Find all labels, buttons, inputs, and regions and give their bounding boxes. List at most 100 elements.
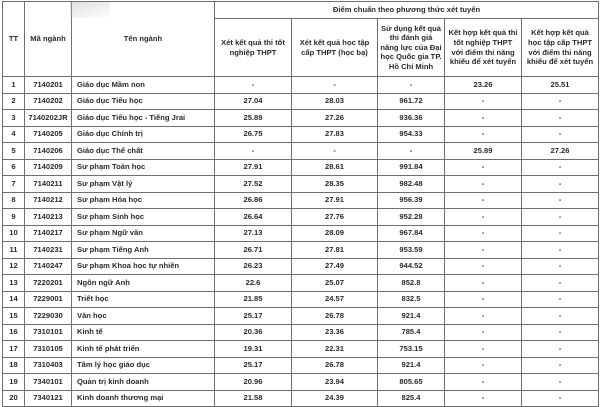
table-row: 4 7140205 Giáo dục Chính trị 26.75 27.83 954.… <box>2 125 600 143</box>
major-name: Giáo dục Tiểu học <box>71 92 215 110</box>
score-method-2: 27.26 <box>291 109 378 127</box>
table-row: 10 7140217 Sư phạm Ngữ văn 27.13 28.09 967.84… <box>2 224 600 242</box>
header-method-2: Xét kết quả học tập cấp THPT (học bạ) <box>291 18 378 77</box>
score-method-1: 27.52 <box>214 175 292 193</box>
score-method-1: 25.17 <box>214 356 292 374</box>
row-number: 13 <box>2 274 25 292</box>
score-method-4: - <box>444 356 522 374</box>
header-group: Điểm chuẩn theo phương thức xét tuyển <box>213 1 600 19</box>
score-method-5: - <box>520 109 600 127</box>
score-method-4: - <box>444 92 522 110</box>
table-row: 15 7229030 Văn học 25.17 26.78 921.4- - <box>2 307 600 325</box>
score-method-5: - <box>520 373 600 391</box>
table-row: 2 7140202 Giáo dục Tiểu học 27.04 28.03 961.7… <box>2 92 600 110</box>
score-method-3: 936.36 <box>377 109 445 127</box>
table-row: 16 7310101 Kinh tế 20.36 23.36 785.4- - <box>2 323 600 341</box>
score-method-2: 22.31 <box>291 340 378 358</box>
score-method-4: 25.89 <box>444 142 522 160</box>
score-method-4: - <box>444 274 522 292</box>
score-method-1: 20.96 <box>214 373 292 391</box>
table-row: 19 7340101 Quản trị kinh doanh 20.96 23.94 80… <box>2 373 600 391</box>
major-code: 7140211 <box>24 175 72 193</box>
header-method-5: Kết hợp kết quả học tập cấp THPT với điể… <box>520 18 600 77</box>
major-name: Giáo dục Thể chất <box>71 142 215 160</box>
header-tt: TT <box>2 1 25 77</box>
table-row: 6 7140209 Sư phạm Toán học 27.91 28.61 991.84… <box>2 158 600 176</box>
major-code: 7140202 <box>24 92 72 110</box>
major-name: Văn học <box>71 307 215 325</box>
major-name: Sư phạm Tiếng Anh <box>71 241 215 259</box>
score-method-2: 27.83 <box>291 125 378 143</box>
major-name: Giáo dục Tiểu học - Tiếng Jrai <box>71 109 215 127</box>
row-number: 5 <box>2 142 25 160</box>
score-method-1: 22.6 <box>214 274 292 292</box>
score-method-5: - <box>520 191 600 209</box>
major-code: 7229001 <box>24 290 72 308</box>
major-name: Giáo dục Chính trị <box>71 125 215 143</box>
row-number: 15 <box>2 307 25 325</box>
row-number: 8 <box>2 191 25 209</box>
score-method-4: - <box>444 373 522 391</box>
header-method-1: Xét kết quả thi tốt nghiệp THPT <box>214 18 292 77</box>
score-method-5: - <box>520 175 600 193</box>
score-method-1: 27.13 <box>214 224 292 242</box>
score-method-2: 26.78 <box>291 356 378 374</box>
major-code: 7140202JR <box>24 109 72 127</box>
score-method-4: - <box>444 208 522 226</box>
header-name: Tên ngành <box>71 1 215 77</box>
score-method-3: - <box>377 142 445 160</box>
score-method-4: - <box>444 191 522 209</box>
score-method-1: - <box>214 76 292 94</box>
score-method-5: - <box>520 224 600 242</box>
major-name: Tâm lý học giáo dục <box>71 356 215 374</box>
table-row: 11 7140231 Sư phạm Tiếng Anh 26.71 27.81 953.… <box>2 241 600 259</box>
score-method-3: 954.33 <box>377 125 445 143</box>
major-code: 7140247 <box>24 257 72 275</box>
major-name: Sư phạm Khoa học tự nhiên <box>71 257 215 275</box>
score-method-3: 991.84 <box>377 158 445 176</box>
major-name: Kinh tế phát triển <box>71 340 215 358</box>
score-method-3: 825.4 <box>377 389 445 407</box>
table-row: 20 7340121 Kinh doanh thương mại 21.58 24.39… <box>2 389 600 407</box>
score-method-4: - <box>444 290 522 308</box>
score-method-1: 26.23 <box>214 257 292 275</box>
header-method-4: Kết hợp kết quả thi tốt nghiệp THPT với … <box>444 18 522 77</box>
score-method-1: 26.71 <box>214 241 292 259</box>
score-method-2: 27.91 <box>291 191 378 209</box>
score-method-1: 21.85 <box>214 290 292 308</box>
score-method-1: 20.36 <box>214 323 292 341</box>
major-name: Kinh tế <box>71 323 215 341</box>
major-name: Kinh doanh thương mại <box>71 389 215 407</box>
table-row: 12 7140247 Sư phạm Khoa học tự nhiên 26.23 2… <box>2 257 600 275</box>
score-method-1: 26.75 <box>214 125 292 143</box>
score-method-5: - <box>520 158 600 176</box>
row-number: 2 <box>2 92 25 110</box>
score-method-2: 28.09 <box>291 224 378 242</box>
major-code: 7140201 <box>24 76 72 94</box>
major-code: 7310101 <box>24 323 72 341</box>
major-code: 7340101 <box>24 373 72 391</box>
score-method-5: - <box>520 208 600 226</box>
table-row: 3 7140202JR Giáo dục Tiểu học - Tiếng Jrai… <box>2 109 600 127</box>
score-method-2: 27.81 <box>291 241 378 259</box>
major-code: 7140231 <box>24 241 72 259</box>
score-method-3: 953.59 <box>377 241 445 259</box>
major-name: Triết học <box>71 290 215 308</box>
score-method-4: - <box>444 158 522 176</box>
score-method-4: - <box>444 224 522 242</box>
row-number: 14 <box>2 290 25 308</box>
major-code: 7140213 <box>24 208 72 226</box>
row-number: 7 <box>2 175 25 193</box>
score-method-5: - <box>520 389 600 407</box>
header-code: Mã ngành <box>24 1 72 77</box>
score-method-4: - <box>444 125 522 143</box>
row-number: 18 <box>2 356 25 374</box>
score-method-3: 956.39 <box>377 191 445 209</box>
score-method-5: - <box>520 356 600 374</box>
score-method-3: 805.65 <box>377 373 445 391</box>
table-row: 14 7229001 Triết học 21.85 24.57 832.5- - <box>2 290 600 308</box>
row-number: 12 <box>2 257 25 275</box>
major-code: 7310105 <box>24 340 72 358</box>
row-number: 11 <box>2 241 25 259</box>
score-method-3: 982.48 <box>377 175 445 193</box>
